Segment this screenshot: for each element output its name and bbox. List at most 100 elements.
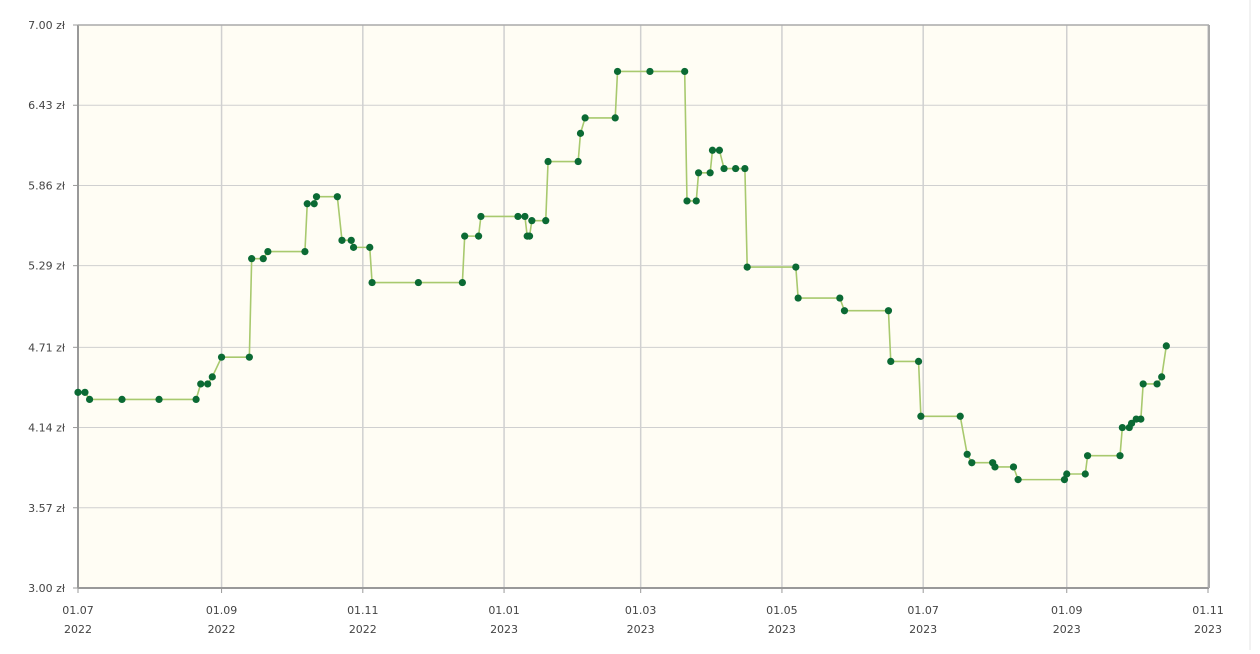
price-point [840, 307, 849, 315]
price-point [245, 353, 253, 361]
price-point [310, 200, 318, 208]
y-tick-label: 3.57 zł [28, 502, 66, 515]
price-point [312, 193, 321, 201]
price-point [1118, 423, 1126, 432]
price-point [192, 395, 200, 403]
price-point [366, 243, 374, 251]
x-tick-label: 01.03 [625, 604, 657, 617]
price-point [414, 278, 422, 287]
price-point [1127, 419, 1136, 427]
price-point [81, 388, 89, 396]
price-point [581, 114, 589, 122]
x-tick-label: 2023 [490, 623, 518, 636]
price-point [794, 294, 802, 302]
price-point [525, 232, 534, 240]
price-point [349, 243, 358, 251]
price-point [248, 255, 256, 263]
price-point [1060, 476, 1069, 484]
price-point [259, 255, 267, 263]
price-point [477, 212, 485, 221]
x-tick-label: 01.07 [907, 604, 939, 617]
x-tick-label: 01.01 [488, 604, 520, 617]
price-point [720, 164, 728, 173]
x-tick-label: 2023 [768, 623, 796, 636]
price-point [155, 395, 163, 403]
x-tick-label: 01.11 [1192, 604, 1224, 617]
price-point [681, 67, 689, 76]
labels: 3.00 zł 3.57 zł 4.14 zł 4.71 zł 5.29 zł 5.86 … [28, 19, 1224, 636]
price-point [474, 232, 483, 240]
price-point [741, 164, 749, 173]
y-tick-label: 4.71 zł [28, 341, 66, 354]
price-point [1014, 476, 1022, 484]
price-point [836, 294, 844, 302]
price-point [991, 463, 999, 471]
price-point [613, 67, 622, 76]
price-point [208, 373, 216, 381]
x-tick-label: 2023 [1053, 623, 1081, 636]
price-point [743, 263, 751, 271]
price-point [217, 353, 226, 361]
price-point [917, 412, 925, 420]
price-point [1137, 415, 1145, 423]
y-tick-label: 5.29 zł [28, 260, 66, 273]
grid [77, 24, 1209, 589]
price-point [887, 357, 895, 365]
price-point [264, 248, 272, 256]
price-point [884, 307, 893, 315]
price-point [708, 146, 717, 154]
price-point [683, 197, 691, 205]
price-point [732, 164, 740, 173]
price-point [528, 217, 536, 225]
x-tick-label: 2023 [1194, 623, 1222, 636]
x-tick-label: 2023 [627, 623, 655, 636]
price-point [963, 450, 971, 458]
price-point [347, 236, 355, 244]
price-point [1162, 342, 1170, 350]
x-tick-label: 2022 [349, 623, 377, 636]
price-point [914, 357, 923, 365]
x-tick-label: 2023 [909, 623, 937, 636]
price-point [118, 395, 126, 403]
x-tick-label: 2022 [64, 623, 92, 636]
y-tick-label: 7.00 zł [28, 19, 66, 32]
y-tick-label: 6.43 zł [28, 99, 66, 112]
price-point [1009, 463, 1018, 471]
price-point [574, 157, 582, 166]
price-point [521, 212, 529, 221]
price-point [1158, 373, 1166, 381]
price-line [78, 70, 1168, 481]
price-point [706, 169, 714, 177]
price-point [611, 114, 619, 122]
price-point [1153, 380, 1161, 388]
price-point [1063, 470, 1071, 478]
price-point [458, 278, 466, 287]
y-tick-label: 5.86 zł [28, 179, 66, 192]
price-point [1116, 452, 1124, 460]
price-point [204, 380, 212, 388]
price-point [85, 395, 94, 403]
price-point [301, 248, 309, 256]
x-tick-label: 01.11 [347, 604, 379, 617]
price-point [514, 212, 522, 221]
price-point [303, 200, 311, 208]
price-point [197, 380, 205, 388]
x-tick-label: 01.09 [206, 604, 238, 617]
price-point [333, 193, 341, 201]
axes [77, 24, 1210, 589]
x-tick-label: 01.09 [1051, 604, 1083, 617]
x-tick-label: 2022 [208, 623, 236, 636]
price-point [646, 67, 654, 76]
price-point [576, 129, 585, 137]
price-point [461, 232, 469, 240]
price-point [74, 388, 82, 396]
plot-area [78, 25, 1208, 588]
price-point [338, 236, 346, 244]
price-point [692, 197, 700, 205]
price-point [956, 412, 964, 420]
price-point [1083, 452, 1092, 460]
price-point [968, 459, 976, 467]
price-point [792, 263, 800, 271]
y-tick-label: 4.14 zł [28, 422, 66, 435]
